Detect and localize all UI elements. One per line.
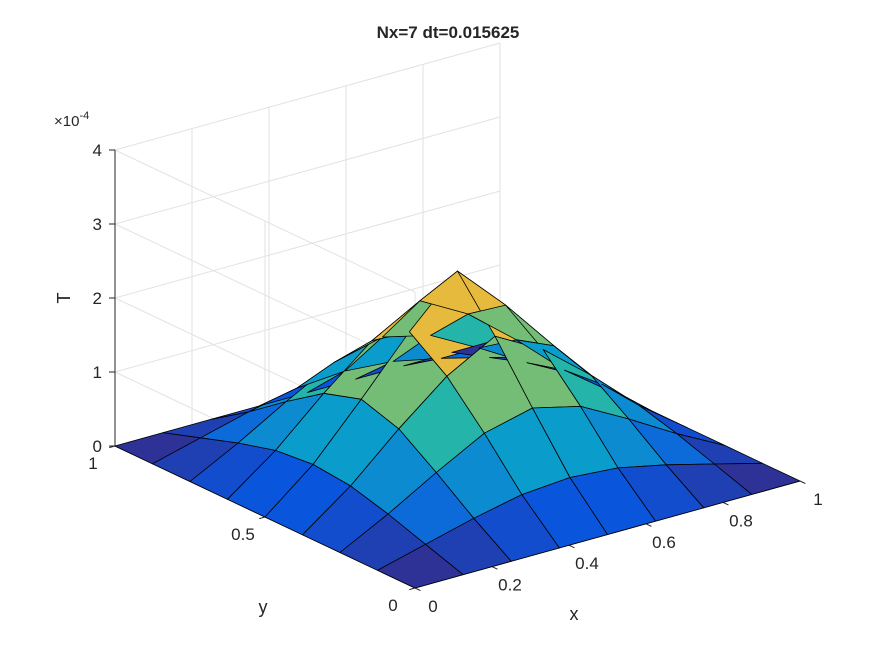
x-tick-label: 0.6 (652, 533, 676, 552)
z-exponent-power: -4 (79, 110, 89, 122)
y-tick-label: 1 (88, 454, 97, 473)
y-tick-label: 0.5 (231, 525, 255, 544)
z-tick-label: 4 (93, 141, 102, 160)
x-tick-mark (645, 523, 652, 527)
x-tick-label: 0.4 (575, 554, 599, 573)
grid-line-z (114, 116, 501, 225)
x-tick-label: 1 (813, 490, 822, 509)
x-tick-label: 0.8 (729, 511, 753, 530)
chart-title: Nx=7 dt=0.015625 (377, 23, 520, 42)
z-exponent-base: ×10 (54, 113, 79, 130)
x-tick-mark (568, 544, 575, 549)
z-axis-label: T (54, 293, 74, 304)
grid-line-z (114, 264, 501, 373)
y-axis-label: y (259, 597, 268, 617)
x-tick-mark (722, 501, 729, 506)
x-tick-label: 0 (428, 597, 437, 616)
surface-face (714, 462, 801, 495)
surface (114, 270, 801, 589)
x-tick-mark (414, 587, 421, 592)
grid-line-z (114, 190, 501, 299)
y-tick-label: 0 (388, 596, 397, 615)
z-exponent-label: ×10-4 (54, 110, 89, 130)
z-tick-label: 3 (93, 215, 102, 234)
x-tick-label: 0.2 (498, 576, 522, 595)
z-tick-label: 0 (93, 437, 102, 456)
x-tick-mark (799, 480, 806, 485)
labels: Nx=7 dt=0.015625 x y T ×10-4 0 0.2 0.4 0.6 0… (54, 23, 823, 624)
y-tick-mark (409, 587, 416, 591)
x-axis-label: x (570, 604, 579, 624)
z-tick-label: 2 (93, 289, 102, 308)
y-tick-mark (259, 516, 266, 520)
x-tick-mark (491, 566, 498, 570)
grid-line-z (114, 42, 501, 151)
z-tick-label: 1 (93, 363, 102, 382)
